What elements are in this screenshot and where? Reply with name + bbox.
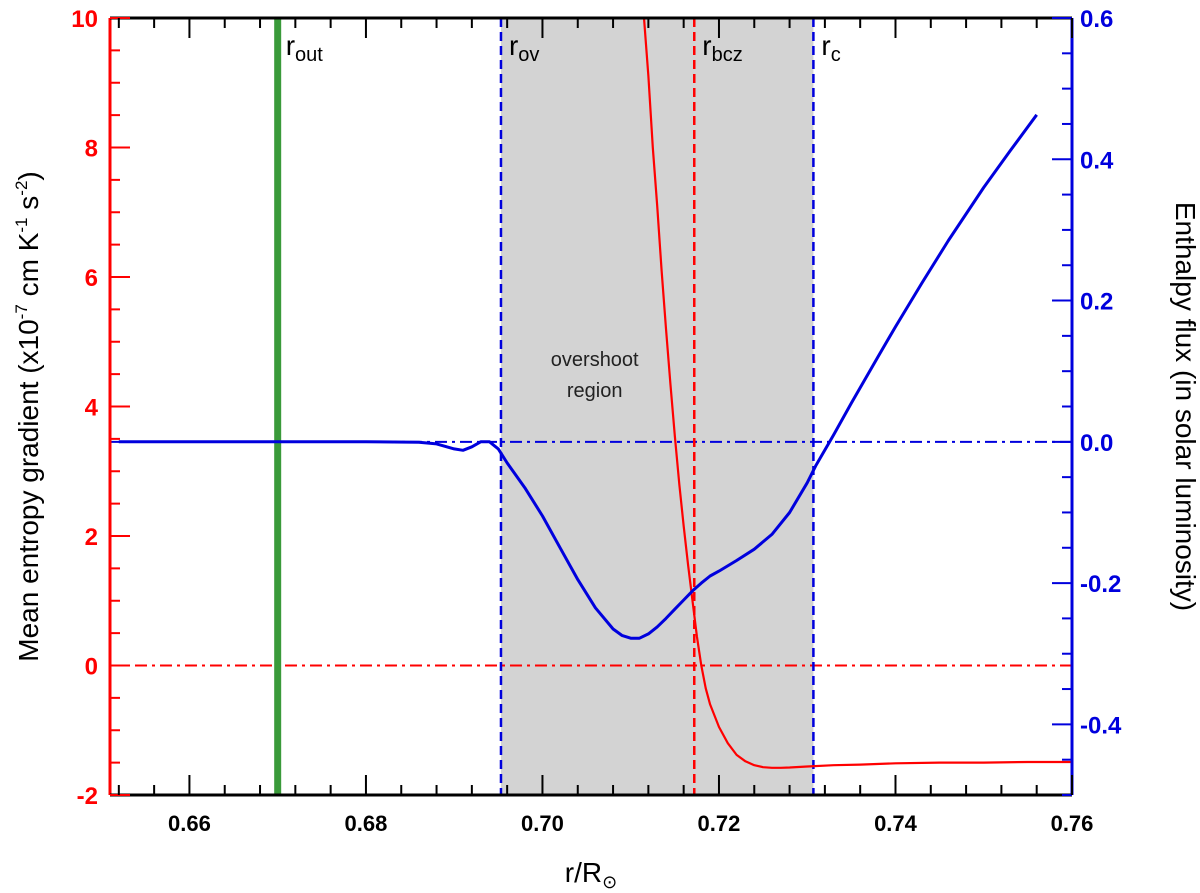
right-tick-label--0.4: -0.4: [1080, 712, 1122, 739]
marker-label-r_c-sub: c: [831, 44, 841, 66]
x-axis-title: r/R⊙: [565, 857, 617, 892]
bottom-tick-label-0.74: 0.74: [874, 811, 918, 836]
marker-label-r_bcz: rbcz: [702, 30, 742, 66]
x-axis-title-main: r/R: [565, 857, 602, 888]
marker-label-r_c-main: r: [821, 30, 830, 61]
left-tick-label-10: 10: [71, 6, 98, 33]
overshoot-label-line1: overshoot: [551, 349, 639, 371]
right-tick-label-0.4: 0.4: [1080, 147, 1114, 174]
marker-label-r_bcz-main: r: [702, 30, 711, 61]
left-axis-title: Mean entropy gradient (x10-7 cm K-1 s-2): [12, 171, 44, 661]
right-axis-title: Enthalpy flux (in solar luminosity): [1170, 202, 1200, 611]
left-axis-title-sup-2: -2: [12, 181, 31, 196]
marker-label-r_out-sub: out: [295, 44, 323, 66]
left-tick-label-0: 0: [85, 654, 98, 681]
left-axis-title-part-2: s: [13, 196, 44, 218]
overshoot-label-line2: region: [567, 380, 623, 402]
left-axis-title-part-3: ): [13, 171, 44, 180]
marker-label-r_ov-main: r: [509, 30, 518, 61]
overshoot-region-shade: [500, 18, 814, 795]
right-tick-label-0.6: 0.6: [1080, 6, 1113, 33]
marker-label-r_out: rout: [286, 30, 324, 66]
marker-label-r_ov-sub: ov: [518, 44, 539, 66]
bottom-tick-label-0.70: 0.70: [521, 811, 564, 836]
left-tick-label-6: 6: [85, 265, 98, 292]
bottom-tick-label-0.66: 0.66: [168, 811, 211, 836]
bottom-tick-label-0.68: 0.68: [345, 811, 388, 836]
right-tick-label-0.2: 0.2: [1080, 289, 1113, 316]
bottom-tick-label-0.72: 0.72: [698, 811, 741, 836]
marker-label-r_bcz-sub: bcz: [712, 44, 743, 66]
left-tick-label-2: 2: [85, 524, 98, 551]
series-line-enthalpy-flux: [118, 113, 1038, 640]
marker-lines-layer: [274, 18, 815, 795]
right-tick-label--0.2: -0.2: [1080, 571, 1121, 598]
marker-label-r_ov: rov: [509, 30, 539, 66]
left-axis-title-part-0: Mean entropy gradient (x10: [13, 319, 44, 661]
marker-label-r_out-main: r: [286, 30, 295, 61]
right-tick-label-0.0: 0.0: [1080, 430, 1113, 457]
left-tick-label--2: -2: [77, 783, 98, 810]
series-line-entropy-gradient: [642, 17, 1072, 769]
marker-label-r_c: rc: [821, 30, 840, 66]
series-layer: [118, 17, 1072, 769]
bottom-tick-label-0.76: 0.76: [1051, 811, 1094, 836]
left-axis-title-sup-0: -7: [12, 304, 31, 319]
left-tick-label-8: 8: [85, 136, 98, 163]
x-axis-title-sub: ⊙: [602, 872, 617, 892]
shaded-region-layer: [500, 18, 814, 795]
ticks-layer: [110, 17, 1073, 796]
left-axis-title-sup-1: -1: [12, 217, 31, 232]
left-axis-title-part-1: cm K: [13, 232, 44, 304]
left-tick-label-4: 4: [85, 395, 99, 422]
